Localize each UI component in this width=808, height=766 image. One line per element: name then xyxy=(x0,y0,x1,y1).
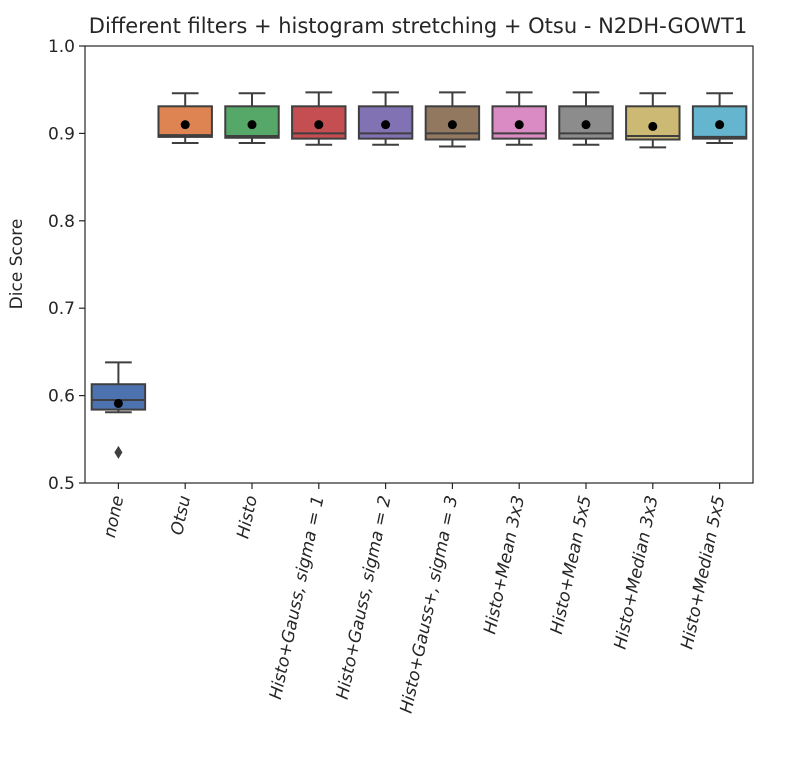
mean-marker xyxy=(314,120,324,130)
x-tick-label: none xyxy=(100,494,128,540)
x-tick-label: Otsu xyxy=(167,494,195,537)
x-tick-label: Histo xyxy=(233,494,262,541)
mean-marker xyxy=(715,120,725,130)
outlier-marker xyxy=(114,445,123,459)
mean-marker xyxy=(247,120,257,130)
x-tick-label: Histo+Gauss+, sigma = 3 xyxy=(397,494,463,715)
x-tick-label: Histo+Mean 5x5 xyxy=(547,494,596,636)
mean-marker xyxy=(648,121,658,131)
mean-marker xyxy=(381,120,391,130)
y-tick-label: 0.8 xyxy=(48,212,75,232)
chart-title: Different filters + histogram stretching… xyxy=(89,14,747,38)
mean-marker xyxy=(447,120,457,130)
x-tick-label: Histo+Median 5x5 xyxy=(677,494,729,651)
box-9 xyxy=(691,105,748,140)
plot-frame xyxy=(84,45,754,484)
y-tick-label: 0.5 xyxy=(48,474,75,494)
y-tick-label: 1.0 xyxy=(48,37,75,57)
mean-marker xyxy=(514,120,524,130)
y-axis-label: Dice Score xyxy=(7,219,27,310)
x-tick-label: Histo+Median 3x3 xyxy=(611,494,663,651)
y-tick-label: 0.9 xyxy=(48,124,75,144)
x-tick-label: Histo+Gauss, sigma = 1 xyxy=(266,494,329,701)
mean-marker xyxy=(180,120,190,130)
x-tick-label: Histo+Gauss, sigma = 2 xyxy=(333,494,396,701)
y-tick-label: 0.7 xyxy=(48,299,75,319)
mean-marker xyxy=(113,398,123,408)
y-tick-label: 0.6 xyxy=(48,387,75,407)
mean-marker xyxy=(581,120,591,130)
x-tick-label: Histo+Mean 3x3 xyxy=(480,494,529,636)
